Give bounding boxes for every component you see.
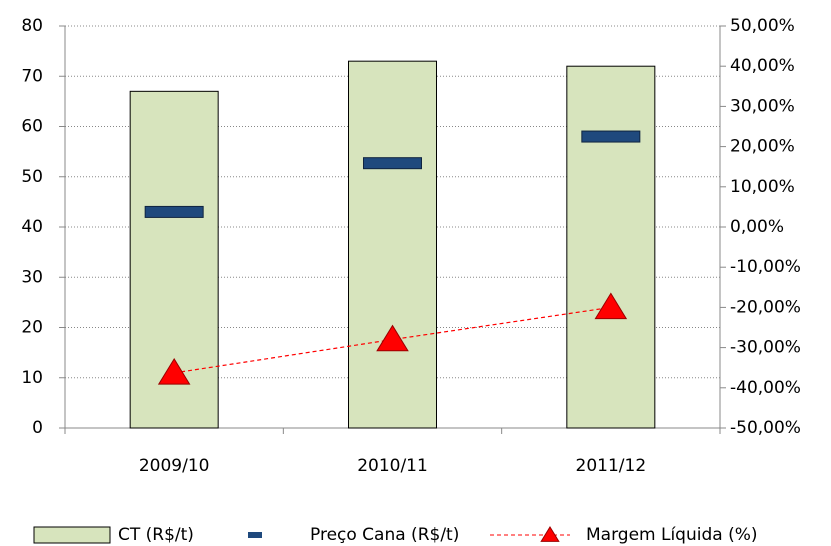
bar: [348, 60, 437, 429]
y2-tick-label: -30,00%: [730, 338, 801, 358]
x-tick-label: 2011/12: [576, 456, 647, 476]
y-tick-label: 30: [21, 267, 43, 287]
margin-marker: [157, 357, 191, 385]
price-marker: [363, 157, 422, 170]
y2-tick-label: 10,00%: [730, 177, 795, 197]
y2-tick-label: 0,00%: [730, 217, 784, 237]
y2-tick-label: -50,00%: [730, 418, 801, 438]
y-tick-label: 70: [21, 66, 43, 86]
margin-marker: [376, 324, 409, 352]
x-tick-label: 2009/10: [139, 456, 210, 476]
y2-tick-label: -40,00%: [730, 378, 801, 398]
price-marker: [581, 130, 641, 143]
y2-tick-label: 20,00%: [730, 137, 795, 157]
y2-tick-label: 30,00%: [730, 96, 795, 116]
legend-label: CT (R$/t): [118, 525, 194, 545]
legend-swatch: [540, 526, 560, 542]
price-marker: [144, 205, 204, 218]
y2-tick-label: 50,00%: [730, 16, 795, 36]
legend-swatch: [248, 532, 262, 538]
y2-tick-label: -10,00%: [730, 257, 801, 277]
y-tick-label: 20: [21, 318, 43, 338]
y-tick-label: 60: [21, 117, 43, 137]
legend-label: Margem Líquida (%): [586, 525, 758, 545]
legend-swatch: [33, 526, 111, 544]
legend-label: Preço Cana (R$/t): [310, 525, 459, 545]
x-tick-label: 2010/11: [357, 456, 428, 476]
y-tick-label: 40: [21, 217, 43, 237]
y-tick-label: 80: [21, 16, 43, 36]
y2-tick-label: 40,00%: [730, 56, 795, 76]
margin-marker: [594, 292, 628, 320]
y-tick-label: 10: [21, 368, 43, 388]
bar: [566, 65, 656, 429]
y-tick-label: 50: [21, 167, 43, 187]
y-tick-label: 0: [32, 418, 43, 438]
y2-tick-label: -20,00%: [730, 297, 801, 317]
